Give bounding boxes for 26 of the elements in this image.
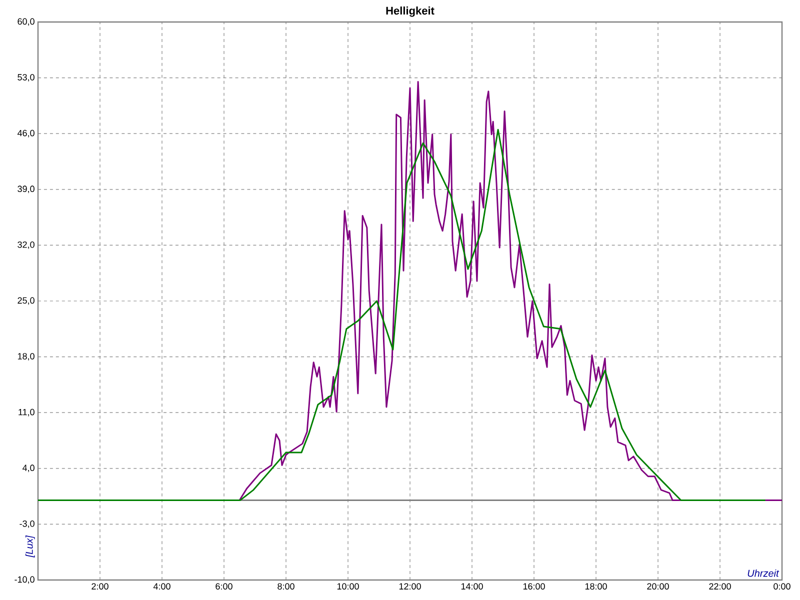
y-axis-title: [Lux] [25,535,35,558]
chart-title: Helligkeit [386,6,434,17]
x-tick-label: 20:00 [647,583,669,590]
x-tick-label: 4:00 [153,583,170,590]
y-tick-label: 46,0 [17,130,34,138]
x-tick-label: 18:00 [585,583,607,590]
x-axis-title: Uhrzeit [748,569,780,577]
x-tick-label: 0:00 [774,583,790,590]
y-tick-label: 32,0 [18,241,34,249]
x-tick-label: 6:00 [216,583,232,590]
x-tick-label: 12:00 [399,583,421,590]
y-tick-label: 4,0 [22,464,34,472]
x-tick-label: 22:00 [709,583,731,590]
y-tick-label: 60,0 [18,18,34,26]
y-tick-label: 11,0 [18,408,34,416]
x-tick-label: 16:00 [523,583,545,590]
x-tick-label: 14:00 [461,583,483,590]
y-tick-label: 53,0 [18,74,34,82]
x-tick-label: 8:00 [278,583,294,590]
y-tick-label: -10,0 [14,576,34,584]
x-tick-label: 2:00 [92,583,108,590]
y-tick-label: -3,0 [20,520,34,528]
y-tick-label: 39,0 [18,186,34,194]
y-tick-label: 18,0 [18,353,34,361]
x-tick-label: 10:00 [337,583,359,590]
y-tick-label: 25,0 [18,297,34,305]
